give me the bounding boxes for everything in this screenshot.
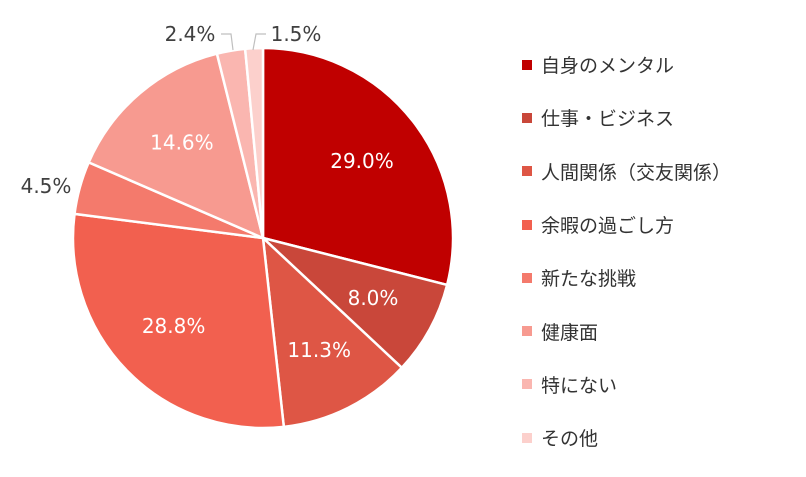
legend-item: 健康面 xyxy=(522,304,731,357)
pie-slice xyxy=(261,46,455,287)
legend-swatch xyxy=(522,59,532,70)
pie-slice xyxy=(262,236,449,370)
legend-item: 余暇の過ごし方 xyxy=(522,198,731,251)
data-label: 4.5% xyxy=(21,174,72,198)
leader-line xyxy=(252,33,266,51)
legend-item: その他 xyxy=(522,411,731,464)
pie-slice xyxy=(87,52,265,241)
legend-swatch xyxy=(522,166,532,177)
data-label: 14.6% xyxy=(150,130,214,154)
legend-swatch xyxy=(522,272,532,283)
legend-item: 新たな挑戦 xyxy=(522,251,731,304)
legend-swatch xyxy=(522,326,532,337)
data-label: 28.8% xyxy=(142,314,206,338)
legend-label: 新たな挑戦 xyxy=(541,268,637,291)
legend-label: 余暇の過ごし方 xyxy=(541,215,675,238)
data-label: 1.5% xyxy=(271,22,322,46)
pie-slice xyxy=(243,46,265,239)
data-label: 11.3% xyxy=(287,338,351,362)
leader-line xyxy=(221,33,234,51)
legend-label: 健康面 xyxy=(541,321,599,344)
data-label: 8.0% xyxy=(348,286,399,310)
legend: 自身のメンタル 仕事・ビジネス人間関係（交友関係） 余暇の過ごし方 新たな挑戦健康面特… xyxy=(522,38,731,464)
legend-item: 人間関係（交友関係） xyxy=(522,145,731,198)
legend-swatch xyxy=(522,379,532,390)
legend-label: 人間関係（交友関係） xyxy=(541,161,732,184)
legend-label: 特にない xyxy=(541,374,618,397)
data-label: 2.4% xyxy=(165,22,216,46)
pie-slice xyxy=(71,212,286,430)
legend-item: 仕事・ビジネス xyxy=(522,91,731,144)
legend-label: 仕事・ビジネス xyxy=(541,108,675,131)
legend-label: 自身のメンタル xyxy=(541,55,675,78)
legend-swatch xyxy=(522,219,532,230)
legend-item: 自身のメンタル xyxy=(522,38,731,91)
pie-slice xyxy=(261,234,404,429)
data-label: 29.0% xyxy=(330,149,394,173)
legend-item: 特にない xyxy=(522,358,731,411)
legend-swatch xyxy=(522,432,532,443)
legend-swatch xyxy=(522,112,532,123)
legend-label: その他 xyxy=(541,428,599,451)
